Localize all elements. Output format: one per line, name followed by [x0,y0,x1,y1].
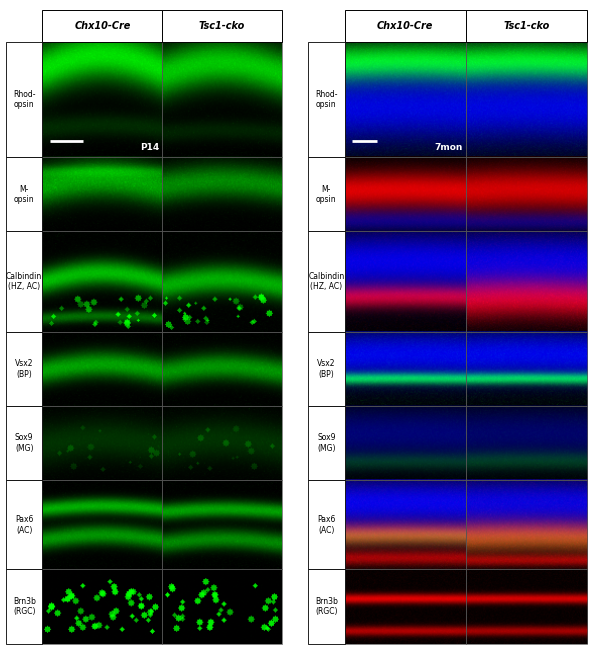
Bar [6,569,42,644]
Bar [345,569,466,644]
Bar [308,480,345,569]
Bar [162,332,282,406]
Bar [466,569,587,644]
Bar [42,480,162,569]
Text: Rhod-
opsin: Rhod- opsin [315,90,337,109]
Bar [6,42,42,157]
Bar [42,406,162,480]
Bar [466,10,587,42]
Text: P14: P14 [140,143,159,152]
Bar [345,480,466,569]
Bar [42,569,162,644]
Text: Tsc1-cko: Tsc1-cko [199,21,245,31]
Text: Tsc1-cko: Tsc1-cko [503,21,550,31]
Text: Sox9
(MG): Sox9 (MG) [15,433,34,453]
Bar [308,406,345,480]
Text: Vsx2
(BP): Vsx2 (BP) [15,359,34,378]
Bar [466,332,587,406]
Bar [162,569,282,644]
Bar [345,232,466,332]
Bar [42,10,162,42]
Text: M-
opsin: M- opsin [14,184,34,204]
Bar [42,157,162,232]
Text: Calbindin
(HZ, AC): Calbindin (HZ, AC) [308,272,345,291]
Text: Pax6
(AC): Pax6 (AC) [317,515,336,534]
Text: M-
opsin: M- opsin [316,184,336,204]
Text: 7mon: 7mon [434,143,463,152]
Bar [6,332,42,406]
Bar [345,332,466,406]
Text: Calbindin
(HZ, AC): Calbindin (HZ, AC) [6,272,42,291]
Bar [6,480,42,569]
Bar [466,480,587,569]
Bar [345,406,466,480]
Text: Brn3b
(RGC): Brn3b (RGC) [315,597,337,617]
Bar [162,157,282,232]
Bar [42,332,162,406]
Bar [6,232,42,332]
Bar [466,157,587,232]
Text: Pax6
(AC): Pax6 (AC) [15,515,34,534]
Bar [345,157,466,232]
Text: Rhod-
opsin: Rhod- opsin [13,90,35,109]
Bar [308,232,345,332]
Bar [466,232,587,332]
Bar [308,157,345,232]
Bar [345,42,466,157]
Text: Vsx2
(BP): Vsx2 (BP) [317,359,336,378]
Bar [345,10,466,42]
Bar [308,569,345,644]
Text: Chx10-Cre: Chx10-Cre [74,21,130,31]
Bar [6,157,42,232]
Text: Sox9
(MG): Sox9 (MG) [317,433,336,453]
Bar [162,10,282,42]
Bar [466,42,587,157]
Bar [308,42,345,157]
Bar [308,332,345,406]
Bar [162,480,282,569]
Text: Chx10-Cre: Chx10-Cre [377,21,434,31]
Bar [466,406,587,480]
Bar [6,406,42,480]
Text: Brn3b
(RGC): Brn3b (RGC) [13,597,35,617]
Bar [162,406,282,480]
Bar [42,42,162,157]
Bar [42,232,162,332]
Bar [162,42,282,157]
Bar [162,232,282,332]
